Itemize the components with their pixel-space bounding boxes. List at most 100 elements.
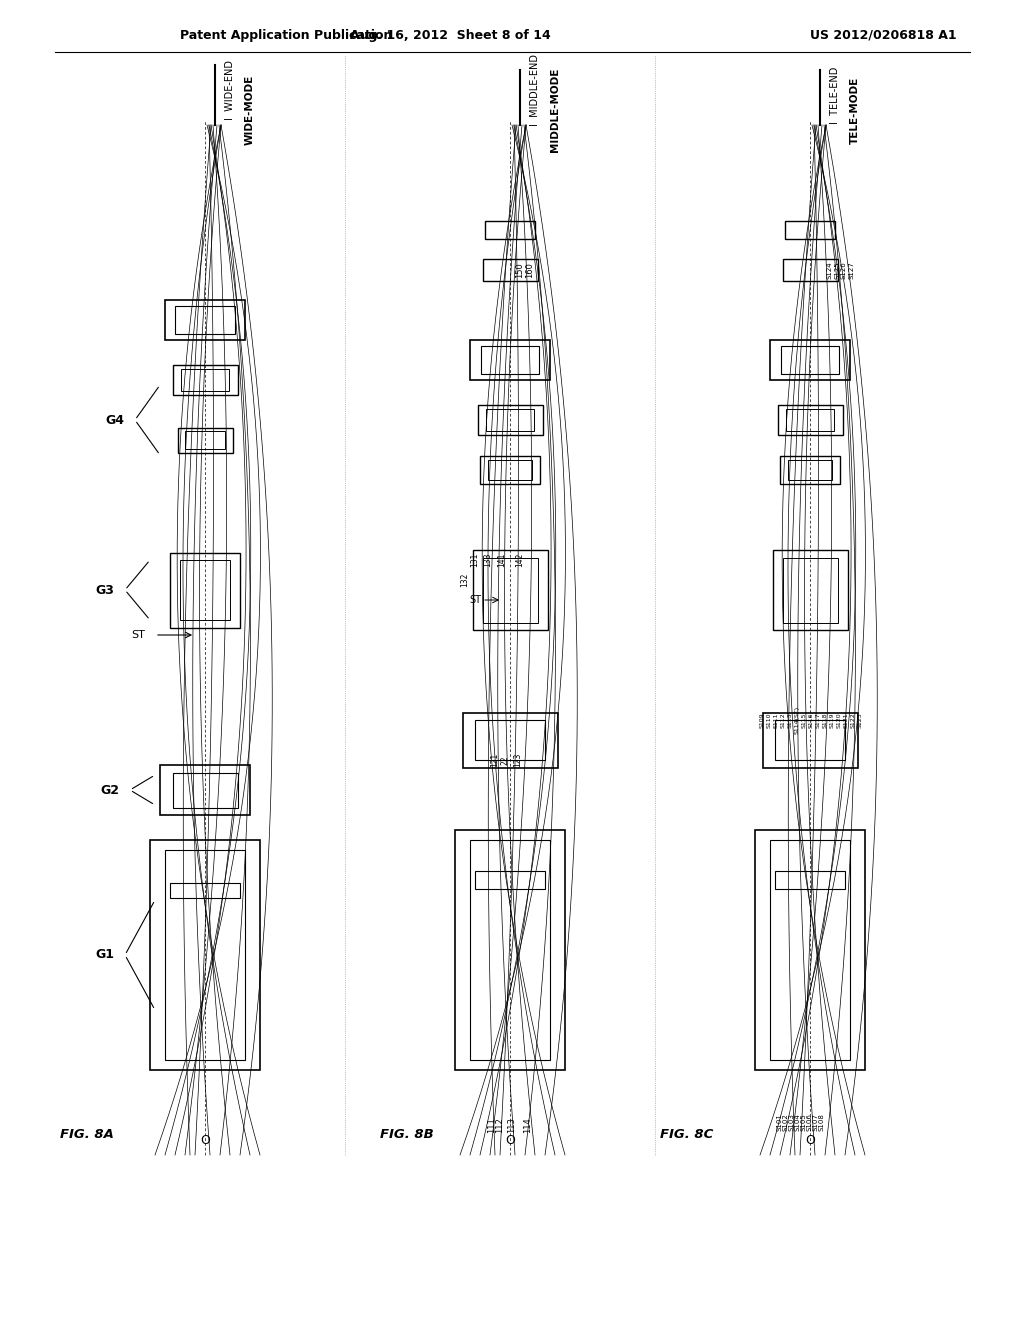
Bar xyxy=(786,409,834,432)
Text: S125: S125 xyxy=(834,261,840,279)
Text: S122: S122 xyxy=(851,711,855,727)
Bar xyxy=(177,428,232,453)
Text: S105: S105 xyxy=(801,1113,807,1131)
Text: S106: S106 xyxy=(807,1113,813,1131)
Text: 121: 121 xyxy=(490,752,500,767)
Bar xyxy=(480,455,540,484)
Text: S126: S126 xyxy=(841,261,847,279)
Text: S107: S107 xyxy=(813,1113,819,1131)
Bar xyxy=(165,850,245,1060)
Bar xyxy=(788,459,831,480)
Text: S111: S111 xyxy=(773,713,778,727)
Bar xyxy=(488,459,532,480)
Text: S117: S117 xyxy=(815,713,820,727)
Bar xyxy=(780,455,840,484)
Text: 22: 22 xyxy=(501,755,510,764)
Text: S119: S119 xyxy=(829,713,835,727)
Bar xyxy=(755,830,865,1071)
Text: S121: S121 xyxy=(844,713,849,727)
Text: G1: G1 xyxy=(95,949,115,961)
Text: G4: G4 xyxy=(105,413,125,426)
Text: 142: 142 xyxy=(515,553,524,568)
Bar xyxy=(455,830,565,1071)
Text: S116: S116 xyxy=(809,713,813,727)
Text: S120: S120 xyxy=(837,713,842,727)
Text: 111: 111 xyxy=(487,1117,497,1133)
Bar xyxy=(170,553,240,627)
Text: Patent Application Publication: Patent Application Publication xyxy=(180,29,392,41)
Text: ST: ST xyxy=(131,630,145,640)
Text: I  TELE-END: I TELE-END xyxy=(830,66,840,124)
Bar xyxy=(777,405,843,436)
Text: S118: S118 xyxy=(822,713,827,727)
Text: 141: 141 xyxy=(498,553,507,568)
Text: Aug. 16, 2012  Sheet 8 of 14: Aug. 16, 2012 Sheet 8 of 14 xyxy=(349,29,550,41)
Text: O: O xyxy=(200,1134,210,1147)
Text: G2: G2 xyxy=(100,784,120,796)
Bar xyxy=(165,300,245,341)
Bar xyxy=(781,346,839,374)
Text: 113: 113 xyxy=(508,1117,516,1133)
Bar xyxy=(463,713,557,767)
Text: S123: S123 xyxy=(857,711,862,727)
Text: S103: S103 xyxy=(790,1113,795,1131)
Bar xyxy=(172,772,238,808)
Text: S109: S109 xyxy=(760,713,765,727)
Text: 114: 114 xyxy=(523,1117,532,1133)
Bar xyxy=(172,366,238,395)
Text: S124: S124 xyxy=(827,261,833,279)
Bar xyxy=(180,560,230,620)
Text: S113: S113 xyxy=(787,713,793,727)
Bar xyxy=(782,259,838,281)
Bar xyxy=(775,719,845,760)
Text: S108: S108 xyxy=(819,1113,825,1131)
Text: O: O xyxy=(805,1134,815,1147)
Bar xyxy=(175,306,234,334)
Text: WIDE-MODE: WIDE-MODE xyxy=(245,75,255,145)
Text: 160: 160 xyxy=(525,263,535,279)
Text: S110: S110 xyxy=(767,713,771,727)
Bar xyxy=(482,259,538,281)
Text: US 2012/0206818 A1: US 2012/0206818 A1 xyxy=(810,29,956,41)
Text: 133: 133 xyxy=(483,553,493,568)
Bar xyxy=(470,341,550,380)
Bar xyxy=(785,220,835,239)
Text: FIG. 8C: FIG. 8C xyxy=(660,1129,714,1142)
Bar xyxy=(170,883,240,898)
Bar xyxy=(475,719,545,760)
Bar xyxy=(486,409,534,432)
Bar xyxy=(470,840,550,1060)
Bar xyxy=(181,370,229,391)
Bar xyxy=(485,220,535,239)
Bar xyxy=(775,871,845,888)
Text: 123: 123 xyxy=(513,752,522,767)
Bar xyxy=(477,405,543,436)
Text: 132: 132 xyxy=(461,573,469,587)
Text: S114(ST): S114(ST) xyxy=(795,706,800,734)
Bar xyxy=(763,713,857,767)
Text: S127: S127 xyxy=(848,261,854,279)
Text: O: O xyxy=(505,1134,515,1147)
Bar xyxy=(185,432,225,449)
Bar xyxy=(782,557,838,623)
Bar xyxy=(770,341,850,380)
Text: S102: S102 xyxy=(783,1113,790,1131)
Text: ST: ST xyxy=(469,595,481,605)
Text: G3: G3 xyxy=(95,583,115,597)
Text: MIDDLE-MODE: MIDDLE-MODE xyxy=(550,67,560,152)
Bar xyxy=(150,840,260,1071)
Text: S112: S112 xyxy=(780,713,785,727)
Text: I  WIDE-END: I WIDE-END xyxy=(225,59,234,120)
Bar xyxy=(472,550,548,630)
Bar xyxy=(772,550,848,630)
Bar xyxy=(770,840,850,1060)
Bar xyxy=(475,871,545,888)
Text: TELE-MODE: TELE-MODE xyxy=(850,77,860,144)
Bar xyxy=(160,766,250,814)
Text: 131: 131 xyxy=(470,553,479,568)
Text: 112: 112 xyxy=(496,1117,505,1133)
Bar xyxy=(481,346,539,374)
Bar xyxy=(482,557,538,623)
Text: I  MIDDLE-END: I MIDDLE-END xyxy=(530,54,540,125)
Text: S101: S101 xyxy=(777,1113,783,1131)
